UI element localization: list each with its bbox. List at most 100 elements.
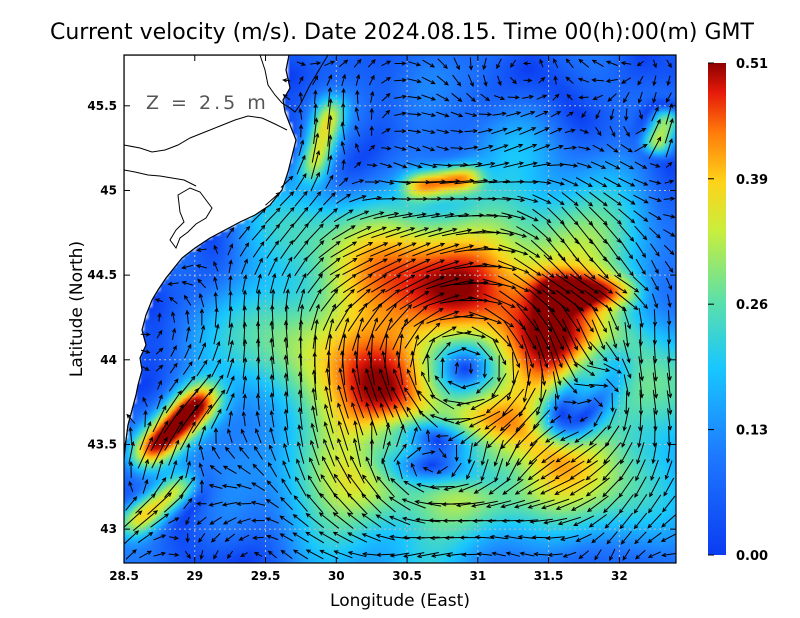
velocity-arrow bbox=[382, 422, 390, 449]
velocity-arrow bbox=[413, 307, 444, 327]
velocity-arrow bbox=[170, 345, 177, 357]
velocity-arrow bbox=[156, 394, 163, 410]
velocity-arrow bbox=[526, 479, 556, 495]
velocity-arrow bbox=[606, 378, 619, 393]
velocity-arrow bbox=[389, 552, 410, 558]
velocity-arrow bbox=[621, 77, 632, 84]
velocity-arrow bbox=[606, 304, 619, 332]
velocity-arrow bbox=[341, 73, 347, 87]
velocity-arrow bbox=[652, 372, 659, 399]
velocity-arrow bbox=[222, 465, 237, 475]
velocity-arrow bbox=[267, 550, 277, 559]
velocity-arrow bbox=[309, 457, 321, 482]
velocity-arrow bbox=[267, 256, 278, 276]
velocity-arrow bbox=[324, 385, 334, 418]
velocity-arrow bbox=[634, 225, 648, 241]
velocity-arrow bbox=[553, 75, 558, 85]
y-axis-label: Latitude (North) bbox=[67, 241, 87, 377]
velocity-arrow bbox=[365, 401, 378, 436]
velocity-arrow bbox=[635, 459, 646, 482]
velocity-arrow bbox=[609, 125, 616, 138]
velocity-arrow bbox=[251, 482, 265, 492]
velocity-arrow bbox=[241, 258, 248, 275]
velocity-arrow bbox=[338, 177, 349, 187]
y-axis: 43 43.5 44 44.5 45 45.5 bbox=[87, 99, 676, 536]
velocity-arrow bbox=[417, 212, 441, 219]
velocity-arrow bbox=[497, 260, 530, 274]
velocity-arrow bbox=[185, 309, 190, 325]
x-tick-label: 28.5 bbox=[109, 569, 139, 583]
velocity-arrow bbox=[185, 516, 190, 526]
velocity-arrow bbox=[353, 58, 362, 68]
velocity-arrow bbox=[332, 531, 354, 544]
velocity-arrow bbox=[566, 93, 573, 101]
velocity-arrow bbox=[319, 549, 339, 560]
velocity-arrow bbox=[213, 550, 219, 560]
velocity-arrow bbox=[394, 78, 407, 83]
velocity-arrow bbox=[569, 273, 600, 294]
velocity-arrow bbox=[519, 551, 535, 557]
velocity-arrow bbox=[253, 552, 263, 557]
velocity-arrow bbox=[434, 341, 451, 361]
velocity-arrow bbox=[236, 518, 251, 524]
velocity-arrow bbox=[554, 460, 585, 480]
velocity-arrow bbox=[347, 551, 367, 558]
velocity-arrow bbox=[410, 462, 418, 477]
velocity-arrow bbox=[565, 76, 574, 84]
velocity-arrow bbox=[373, 211, 400, 219]
velocity-arrow bbox=[651, 293, 659, 309]
velocity-arrow bbox=[155, 364, 164, 372]
velocity-arrow bbox=[455, 501, 485, 508]
velocity-arrow bbox=[589, 341, 608, 362]
colorbar-ticks: 0.51 0.39 0.26 0.13 0.00 bbox=[708, 57, 768, 564]
velocity-arrow bbox=[398, 242, 431, 257]
velocity-arrow bbox=[198, 462, 205, 477]
velocity-arrow bbox=[228, 259, 233, 273]
velocity-arrow bbox=[366, 162, 378, 168]
velocity-arrow bbox=[185, 326, 191, 342]
velocity-arrow bbox=[430, 552, 453, 558]
velocity-arrow bbox=[620, 144, 633, 153]
velocity-arrow bbox=[282, 460, 291, 479]
velocity-arrow bbox=[297, 424, 304, 447]
velocity-arrow bbox=[528, 441, 555, 465]
velocity-arrow bbox=[198, 533, 206, 543]
velocity-arrow bbox=[350, 455, 365, 484]
velocity-arrow bbox=[137, 436, 153, 469]
velocity-arrow bbox=[473, 480, 496, 494]
velocity-arrow bbox=[555, 273, 585, 294]
velocity-arrow bbox=[152, 476, 167, 496]
velocity-arrow bbox=[426, 260, 460, 273]
velocity-arrow bbox=[256, 288, 262, 311]
velocity-arrow bbox=[372, 289, 400, 312]
velocity-arrow bbox=[306, 223, 324, 242]
velocity-arrow bbox=[660, 533, 676, 542]
velocity-arrow bbox=[547, 207, 565, 225]
velocity-arrow bbox=[665, 277, 673, 291]
velocity-arrow bbox=[226, 550, 234, 560]
velocity-arrow bbox=[228, 410, 233, 427]
velocity-arrow bbox=[667, 408, 673, 431]
velocity-arrow bbox=[473, 425, 497, 447]
velocity-arrow bbox=[397, 333, 404, 369]
velocity-arrow bbox=[475, 376, 494, 394]
velocity-arrow bbox=[306, 240, 325, 259]
velocity-arrow bbox=[497, 275, 530, 292]
velocity-arrow bbox=[421, 371, 436, 399]
velocity-arrow bbox=[182, 360, 193, 375]
velocity-arrow bbox=[421, 112, 437, 118]
velocity-arrow bbox=[282, 78, 291, 83]
velocity-arrow bbox=[649, 227, 661, 239]
velocity-arrow bbox=[502, 388, 525, 417]
velocity-arrow bbox=[541, 442, 570, 464]
velocity-arrow bbox=[552, 93, 560, 101]
velocity-arrow bbox=[467, 74, 474, 88]
velocity-arrow bbox=[156, 379, 162, 390]
velocity-arrow bbox=[347, 302, 368, 332]
velocity-arrow bbox=[370, 90, 375, 103]
x-tick-label: 30 bbox=[328, 569, 345, 583]
velocity-arrow bbox=[583, 273, 614, 294]
velocity-arrow bbox=[534, 127, 550, 135]
velocity-arrow bbox=[486, 322, 512, 348]
velocity-arrow bbox=[515, 241, 541, 258]
